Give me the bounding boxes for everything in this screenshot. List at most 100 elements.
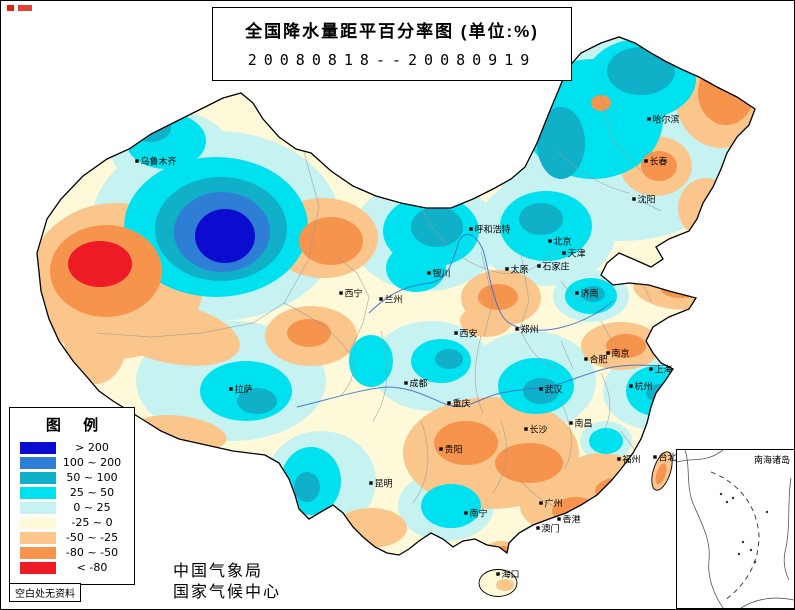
city-label: 香港 [563,514,581,526]
city-label: 澳门 [542,523,560,535]
city-label: 郑州 [521,324,539,336]
city-marker: 银川 [427,268,451,280]
legend-item-label: -25 ~ 0 [71,516,113,529]
legend-item-label: -50 ~ -25 [65,531,119,544]
legend-item-label: -80 ~ -50 [65,546,119,559]
city-dot-icon [569,421,573,425]
city-marker: 杭州 [629,381,653,393]
inset-coastline-north [677,450,724,463]
legend-item: < -80 [10,560,134,575]
south-china-sea-inset: 南海诸岛 [676,449,794,609]
agency-credits: 中国气象局 国家气候中心 [173,561,281,603]
region-teal [294,472,320,502]
legend-title: 图 例 [45,417,99,434]
city-dot-icon [427,271,431,275]
city-label: 长沙 [530,424,548,436]
city-marker: 石家庄 [537,261,570,273]
region-orange [591,95,611,111]
region-lorange [481,541,521,555]
legend-swatch [20,531,56,544]
city-label: 合肥 [590,354,608,366]
city-label: 乌鲁木齐 [141,156,177,168]
city-label: 天津 [568,249,586,260]
city-label: 济南 [581,288,599,300]
region-red [68,241,132,287]
city-marker: 北京 [548,236,572,248]
map-date-range: 20080818--20080919 [247,51,537,69]
legend-swatch [20,456,56,469]
city-dot-icon [629,384,633,388]
region-orange [595,477,647,505]
region-orange [478,284,518,310]
city-dot-icon [135,159,139,163]
city-marker: 福州 [617,454,641,466]
city-label: 石家庄 [543,261,570,273]
region-deepblue [195,209,255,263]
city-dot-icon [369,481,373,485]
legend-item: 25 ~ 50 [10,485,134,500]
city-dot-icon [548,239,552,243]
inset-coastline-south [740,597,794,608]
region-orange [492,546,514,555]
region-lorange [335,508,407,548]
city-dot-icon [496,572,500,576]
legend-item: 0 ~ 25 [10,500,134,515]
city-label: 太原 [511,264,529,276]
city-label: 呼和浩特 [475,224,511,236]
region-orange [641,151,677,181]
city-label: 福州 [623,454,641,466]
legend-swatch [20,441,56,454]
city-marker: 乌鲁木齐 [135,156,177,168]
agency-name: 中国气象局 [173,563,264,580]
region-lorange [460,305,512,337]
city-dot-icon [575,291,579,295]
city-dot-icon [584,357,588,361]
city-marker: 昆明 [369,479,393,490]
city-marker: 成都 [404,378,428,390]
city-label: 台北 [659,452,677,464]
city-marker: 兰州 [379,294,403,306]
city-label: 拉萨 [235,384,253,396]
city-dot-icon [557,517,561,521]
region-teal [519,203,563,235]
city-label: 银川 [433,268,451,280]
legend-item-label: 50 ~ 100 [66,471,118,484]
city-marker: 上海 [649,364,673,376]
city-label: 上海 [655,364,673,376]
yellow-river [368,233,614,331]
city-marker: 重庆 [447,398,471,410]
city-dot-icon [439,447,443,451]
region-orange [606,334,646,358]
legend-swatch [20,486,56,499]
region-cyan [589,428,623,454]
city-marker: 长春 [644,156,668,168]
legend-item-label: > 200 [75,441,109,454]
island-dots [719,492,769,564]
city-dot-icon [515,327,519,331]
nine-dash-line [710,471,760,601]
city-marker: 西宁 [339,288,363,300]
region-orange [661,280,701,298]
city-dot-icon [339,291,343,295]
city-label: 昆明 [375,479,393,490]
city-dot-icon [469,227,473,231]
city-dot-icon [505,267,509,271]
province-borders [96,95,662,508]
city-dot-icon [537,264,541,268]
city-label: 哈尔滨 [653,114,680,126]
legend-swatch [20,501,56,514]
city-label: 沈阳 [638,194,656,206]
anomaly-regions [37,37,755,555]
city-label: 南京 [612,348,630,360]
region-teal [537,107,585,179]
city-label: 广州 [545,498,563,510]
legend-item-label: 100 ~ 200 [62,456,122,469]
city-label: 重庆 [453,398,471,410]
region-orange [434,421,498,465]
city-marker: 武汉 [539,384,563,396]
region-cyan [386,244,446,292]
city-marker: 澳门 [536,523,560,535]
region-orange [495,443,563,483]
